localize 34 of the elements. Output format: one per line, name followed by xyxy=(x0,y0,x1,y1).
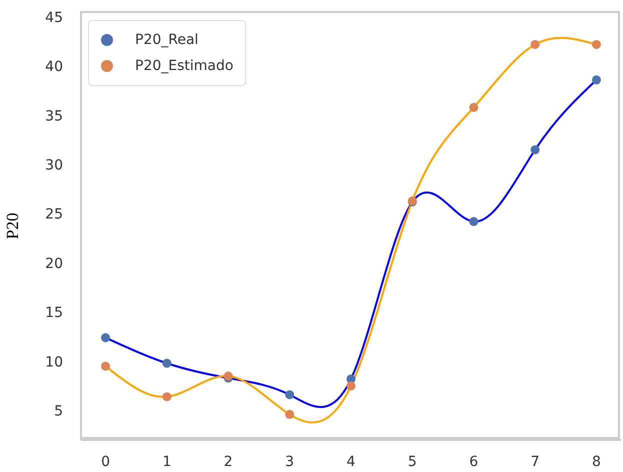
legend-label: P20_Real xyxy=(135,32,198,48)
x-tick-label: 1 xyxy=(162,454,172,470)
x-tick-label: 6 xyxy=(469,454,478,470)
y-tick-label: 30 xyxy=(45,157,63,174)
legend-label: P20_Estimado xyxy=(135,58,234,74)
point xyxy=(162,392,172,402)
y-tick-label: 5 xyxy=(54,403,63,420)
x-tick-label: 8 xyxy=(592,454,601,470)
y-tick-label: 35 xyxy=(45,108,63,124)
point xyxy=(469,217,478,226)
point xyxy=(101,333,110,342)
point xyxy=(530,40,540,49)
point xyxy=(592,75,601,84)
point xyxy=(592,40,601,49)
point xyxy=(162,358,172,368)
y-tick-label: 45 xyxy=(45,10,63,26)
x-tick-label: 4 xyxy=(346,454,356,470)
x-tick-label: 3 xyxy=(285,454,294,470)
point xyxy=(469,102,478,112)
point xyxy=(101,362,110,371)
x-tick-label: 0 xyxy=(101,454,110,470)
y-tick-label: 20 xyxy=(45,256,63,272)
y-tick-label: 15 xyxy=(45,305,63,322)
point xyxy=(346,381,356,390)
x-tick-label: 7 xyxy=(530,454,540,470)
point xyxy=(285,410,294,419)
x-tick-label: 5 xyxy=(408,454,417,470)
x-tick-label: 2 xyxy=(224,454,233,470)
point xyxy=(285,390,294,400)
y-tick-label: 40 xyxy=(45,59,63,76)
point xyxy=(530,145,540,154)
y-axis-title: P20 xyxy=(3,212,22,240)
y-tick-label: 10 xyxy=(45,354,63,370)
y-tick-label: 25 xyxy=(45,206,63,223)
